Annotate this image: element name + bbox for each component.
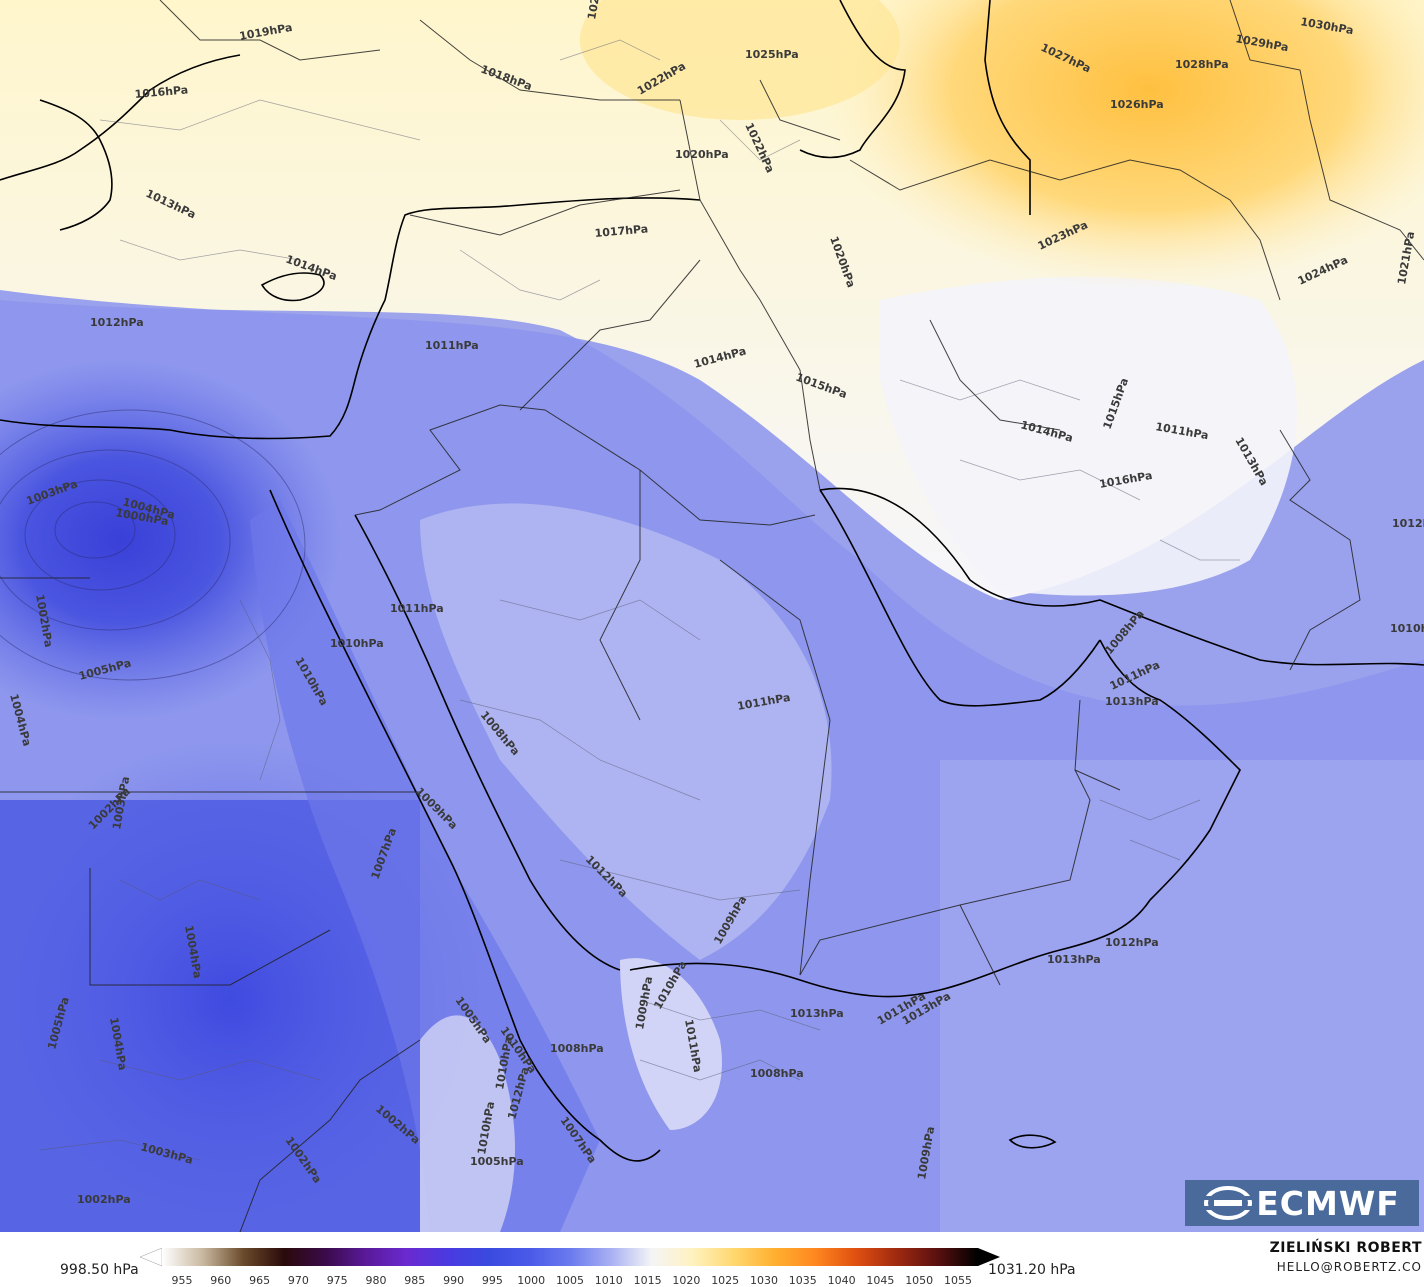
- legend-tick-label: 965: [249, 1274, 271, 1287]
- ecmwf-logo-text: ECMWF: [1256, 1183, 1400, 1223]
- isobar-label: 1012hPa: [1392, 517, 1424, 530]
- author-name: ZIELIŃSKI ROBERT: [1269, 1240, 1422, 1256]
- color-legend: 998.50 hPa 955 960 965 970 975 980 985 990 995 10…: [0, 1232, 1424, 1287]
- legend-min-label: 998.50 hPa: [60, 1262, 139, 1278]
- map-canvas: 1019hPa1016hPa1018hPa1020hPa1022hPa1025h…: [0, 0, 1424, 1232]
- isobar-label: 1002hPa: [77, 1193, 131, 1206]
- legend-tick-label: 1000: [517, 1274, 546, 1287]
- admin-lines: [39, 39, 1240, 1161]
- legend-tick-label: 985: [404, 1274, 426, 1287]
- legend-tick-label: 980: [365, 1274, 387, 1287]
- isobar-label: 1008hPa: [550, 1042, 604, 1055]
- author-email: HELLO@ROBERTZ.CO: [1276, 1260, 1422, 1274]
- legend-tick-label: 1030: [750, 1274, 778, 1287]
- isobar-label: 1013hPa: [1047, 953, 1101, 966]
- legend-tick-label: 960: [210, 1274, 232, 1287]
- legend-tick-label: 970: [287, 1274, 309, 1287]
- isobar-label: 1010hPa: [330, 637, 384, 650]
- isobar-label: 1008hPa: [750, 1067, 804, 1080]
- pressure-map: 1019hPa1016hPa1018hPa1020hPa1022hPa1025h…: [0, 0, 1424, 1232]
- arabian-sea-field: [940, 760, 1424, 1232]
- legend-tick-label: 990: [443, 1274, 465, 1287]
- author-credit: ZIELIŃSKI ROBERT HELLO@ROBERTZ.CO: [1270, 1240, 1422, 1274]
- arabia-interior-field: [420, 503, 832, 960]
- legend-tick-label: 1025: [711, 1274, 740, 1287]
- legend-tick-label: 1055: [944, 1274, 972, 1287]
- isobar-label: 1012hPa: [90, 316, 144, 329]
- isobar-rings: [0, 409, 306, 681]
- caucasus-high: [580, 0, 900, 120]
- legend-gradient: [162, 1248, 978, 1266]
- iran-plateau-field: [880, 276, 1298, 596]
- legend-tick-label: 975: [326, 1274, 348, 1287]
- legend-tick-label: 1005: [556, 1274, 584, 1287]
- isobar-label: 1025hPa: [745, 48, 799, 61]
- legend-tick-label: 1035: [788, 1274, 817, 1287]
- legend-tick-label: 1045: [866, 1274, 895, 1287]
- ecmwf-logo-icon: [1204, 1186, 1253, 1220]
- northeast-high: [820, 0, 1424, 290]
- isobar-label: 1011hPa: [390, 602, 444, 615]
- legend-min-arrow: [140, 1247, 163, 1267]
- red-sea-band: [250, 500, 600, 1232]
- yemen-highlands: [620, 958, 722, 1130]
- isobar-label: 1013hPa: [790, 1007, 844, 1020]
- legend-max-label: 1031.20 hPa: [988, 1262, 1076, 1278]
- isobar-label: 1017hPa: [594, 222, 649, 240]
- borders: [0, 0, 1424, 1232]
- isobar-label: 1028hPa: [1175, 58, 1229, 71]
- isobar-label: 1011hPa: [425, 339, 479, 352]
- legend-tick-label: 995: [481, 1274, 503, 1287]
- legend-tick-label: 1020: [672, 1274, 701, 1287]
- legend-tick-label: 955: [171, 1274, 193, 1287]
- isobar-label: 1026hPa: [1110, 98, 1164, 111]
- legend-tick-label: 1050: [905, 1274, 934, 1287]
- legend-tick-label: 1040: [827, 1274, 856, 1287]
- isobar-label: 1020hPa: [675, 148, 729, 161]
- coastlines: [0, 0, 1424, 1162]
- legend-colorbar: [140, 1247, 1000, 1267]
- legend-max-arrow: [978, 1248, 1000, 1266]
- legend-tick-label: 1010: [594, 1274, 623, 1287]
- ethiopia-highlands: [420, 1015, 515, 1232]
- isobar-label: 1012hPa: [1105, 936, 1159, 949]
- legend-tick-label: 1015: [633, 1274, 662, 1287]
- isobar-label: 1005hPa: [470, 1155, 524, 1168]
- ecmwf-brand-badge: ECMWF: [1185, 1180, 1419, 1226]
- isobar-label: 1013hPa: [1105, 695, 1159, 708]
- isobar-label: 1016hPa: [134, 83, 189, 101]
- isobar-label: 1010hPa: [1390, 622, 1424, 635]
